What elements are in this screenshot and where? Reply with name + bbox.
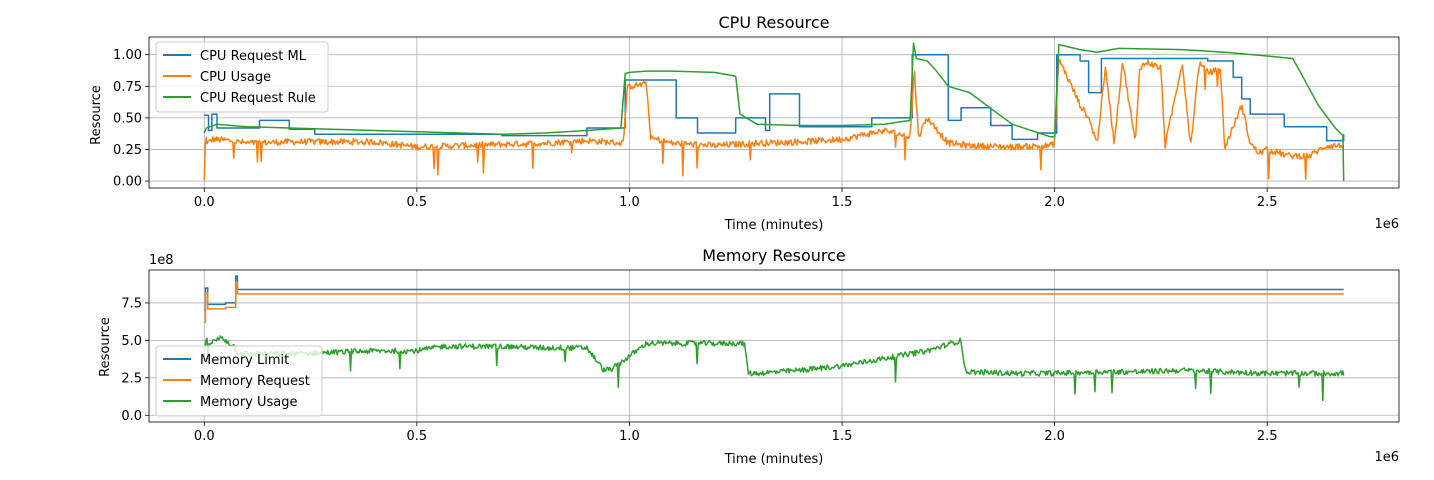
cpu-chart: CPU Resource 0.0 0.5 1.0 1.5 2.0 2.5 0.00 0.25… xyxy=(89,13,1400,233)
cpu-series-cpu-usage xyxy=(203,58,1345,181)
cpu-x-tick-label: 0.0 xyxy=(194,195,215,210)
cpu-x-tick-label: 2.0 xyxy=(1044,195,1065,210)
memory-plot-frame xyxy=(148,269,1400,423)
cpu-series-lines xyxy=(203,42,1345,182)
cpu-x-tick-label: 1.5 xyxy=(832,195,853,210)
cpu-x-offset-label: 1e6 xyxy=(1374,217,1399,232)
cpu-y-tick-label: 0.75 xyxy=(113,80,142,95)
cpu-y-axis-label: Resource xyxy=(89,85,104,145)
cpu-series-cpu-request-rule xyxy=(203,42,1345,182)
cpu-y-tick-label: 0.50 xyxy=(113,111,142,126)
cpu-x-tick-label: 0.5 xyxy=(407,195,428,210)
memory-legend-label-request: Memory Request xyxy=(200,374,310,389)
cpu-y-tick-label: 0.00 xyxy=(113,175,142,190)
memory-y-tick-label: 5.0 xyxy=(121,334,142,349)
memory-legend-box xyxy=(155,345,323,417)
cpu-plot-area xyxy=(149,37,1399,188)
memory-legend-label-limit: Memory Limit xyxy=(200,353,289,368)
memory-x-tick-label: 2.5 xyxy=(1257,429,1278,444)
cpu-plot-frame xyxy=(148,36,1400,189)
cpu-legend-label-request-ml: CPU Request ML xyxy=(200,49,307,64)
cpu-gridlines xyxy=(149,37,1399,188)
memory-x-tick-label: 1.5 xyxy=(832,429,853,444)
memory-x-tick-label: 2.0 xyxy=(1044,429,1065,444)
memory-x-tick-label: 0.5 xyxy=(407,429,428,444)
cpu-legend-label-request-rule: CPU Request Rule xyxy=(200,91,316,106)
memory-y-tick-label: 0.0 xyxy=(121,409,142,424)
memory-series-memory-request xyxy=(204,281,1344,324)
memory-y-ticks: 0.0 2.5 5.0 7.5 xyxy=(121,296,149,424)
memory-chart-title: Memory Resource xyxy=(702,246,846,265)
memory-y-tick-label: 7.5 xyxy=(121,296,142,311)
memory-legend-label-usage: Memory Usage xyxy=(200,395,298,410)
memory-gridlines xyxy=(149,270,1399,422)
memory-chart: Memory Resource 0.0 0.5 1.0 1.5 2.0 2.5 0.0 2.… xyxy=(98,246,1400,467)
memory-x-offset-label: 1e6 xyxy=(1374,450,1399,465)
memory-y-offset-label: 1e8 xyxy=(149,253,174,268)
memory-x-axis-label: Time (minutes) xyxy=(724,452,824,467)
cpu-y-tick-label: 1.00 xyxy=(113,48,142,63)
memory-x-tick-label: 1.0 xyxy=(619,429,640,444)
cpu-legend-label-usage: CPU Usage xyxy=(200,70,271,85)
cpu-y-ticks: 0.00 0.25 0.50 0.75 1.00 xyxy=(113,48,149,190)
cpu-chart-title: CPU Resource xyxy=(719,13,830,32)
cpu-y-tick-label: 0.25 xyxy=(113,143,142,158)
memory-y-tick-label: 2.5 xyxy=(121,371,142,386)
memory-series-memory-limit xyxy=(204,275,1344,312)
memory-x-tick-label: 0.0 xyxy=(194,429,215,444)
memory-series-memory-usage xyxy=(203,335,1345,402)
cpu-series-cpu-request-ml xyxy=(204,53,1345,142)
memory-series-lines xyxy=(203,275,1345,402)
cpu-legend: CPU Request ML CPU Usage CPU Request Rul… xyxy=(155,41,329,113)
cpu-x-tick-label: 2.5 xyxy=(1257,195,1278,210)
memory-x-ticks: 0.0 0.5 1.0 1.5 2.0 2.5 xyxy=(194,422,1278,444)
cpu-x-ticks: 0.0 0.5 1.0 1.5 2.0 2.5 xyxy=(194,188,1278,210)
cpu-x-tick-label: 1.0 xyxy=(619,195,640,210)
memory-plot-area xyxy=(149,270,1399,422)
cpu-legend-box xyxy=(155,41,329,113)
memory-legend: Memory Limit Memory Request Memory Usage xyxy=(155,345,323,417)
memory-y-axis-label: Resource xyxy=(98,317,113,377)
cpu-x-axis-label: Time (minutes) xyxy=(724,218,824,233)
